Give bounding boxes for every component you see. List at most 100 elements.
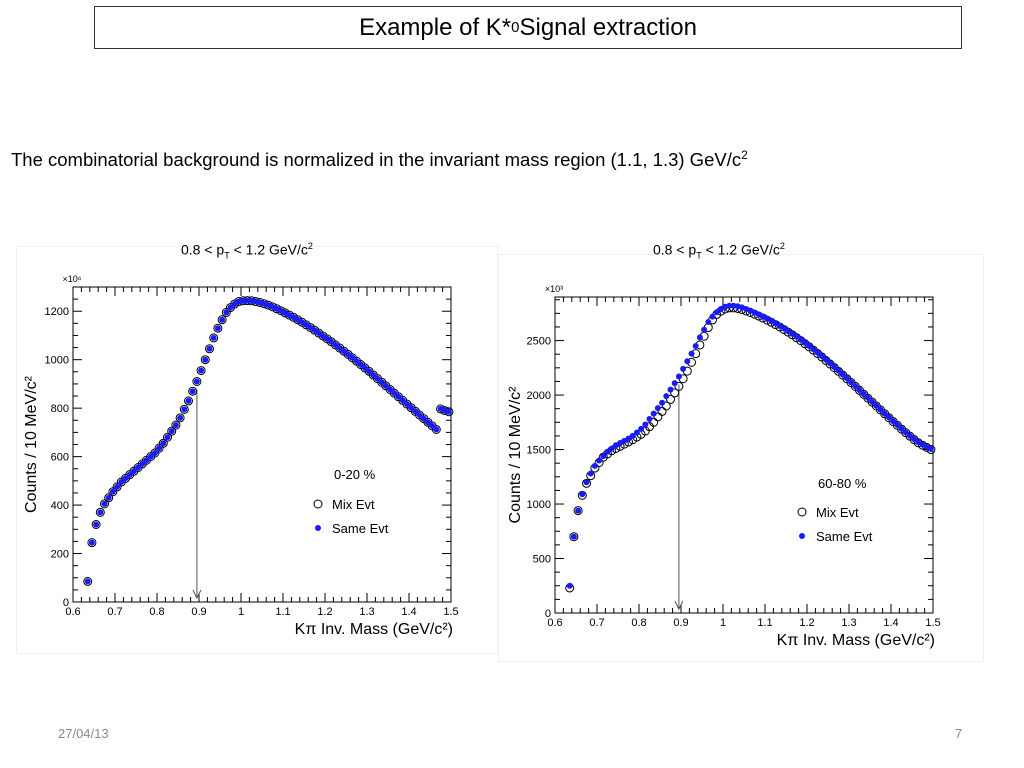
y-axis-label: Counts / 10 MeV/c² <box>23 375 40 513</box>
same-evt-point <box>680 365 687 372</box>
marker-arrowhead <box>674 600 684 611</box>
same-evt-point <box>587 470 594 477</box>
same-evt-point <box>583 479 590 486</box>
legend-mix-marker <box>313 499 323 509</box>
mix-evt-point <box>674 381 684 391</box>
caption-sup: 2 <box>741 148 748 162</box>
legend-same-label: Same Evt <box>332 521 389 536</box>
same-evt-point <box>608 445 615 452</box>
same-evt-point <box>927 446 934 453</box>
same-evt-point <box>412 408 419 415</box>
same-evt-point <box>696 334 703 341</box>
mix-evt-point <box>573 506 583 516</box>
same-evt-point <box>856 387 863 394</box>
slide-title-sup: 0 <box>511 19 520 36</box>
same-evt-point <box>374 375 381 382</box>
same-evt-point <box>638 425 645 432</box>
right-title-sup: 2 <box>779 241 785 251</box>
same-evt-point <box>387 386 394 393</box>
x-tick-label: 0.9 <box>191 606 206 618</box>
same-evt-point <box>416 411 423 418</box>
mix-evt-point <box>188 386 198 396</box>
same-evt-point <box>408 404 415 411</box>
same-evt-point <box>382 382 389 389</box>
same-evt-point <box>671 380 678 387</box>
same-evt-point <box>906 432 913 439</box>
same-evt-point <box>340 348 347 355</box>
same-evt-point <box>789 330 796 337</box>
same-evt-point <box>151 449 158 456</box>
mix-evt-point <box>200 355 210 365</box>
same-evt-point <box>399 397 406 404</box>
same-evt-point <box>814 349 821 356</box>
legend-same-marker <box>799 533 805 539</box>
right-title-pre: 0.8 < p <box>653 241 697 258</box>
mix-evt-point <box>91 519 101 529</box>
y-tick-label: 1000 <box>527 499 551 511</box>
same-evt-point <box>210 334 217 341</box>
x-tick-label: 1.5 <box>925 617 940 629</box>
y-tick-label: 600 <box>51 452 69 464</box>
same-evt-point <box>328 338 335 345</box>
slide-title: Example of K* 0 Signal extraction <box>94 6 962 49</box>
left-chart: 0.6 0.7 0.8 0.9 1 1.1 1.2 1.3 1.4 1.5 0 200 400 600 80… <box>23 274 459 638</box>
x-tick-label: 1.5 <box>443 606 458 618</box>
same-evt-point <box>646 416 653 423</box>
same-evt-point <box>801 339 808 346</box>
same-evt-point <box>185 397 192 404</box>
left-title-sup: 2 <box>307 241 313 251</box>
same-evt-point <box>684 358 691 365</box>
y-multiplier: ×10³ <box>545 284 563 294</box>
y-tick-label: 800 <box>51 403 69 415</box>
same-evt-point <box>701 326 708 333</box>
x-tick-label: 1.2 <box>317 606 332 618</box>
same-evt-point <box>575 507 582 514</box>
slide-caption: The combinatorial background is normaliz… <box>11 148 748 171</box>
same-evt-point <box>570 533 577 540</box>
same-evt-point <box>688 350 695 357</box>
same-evt-point <box>675 373 682 380</box>
same-evt-point <box>164 434 171 441</box>
same-evt-point <box>885 414 892 421</box>
same-evt-point <box>198 367 205 374</box>
same-evt-point <box>395 393 402 400</box>
legend-mix-label: Mix Evt <box>332 497 375 512</box>
legend-centrality: 0-20 % <box>334 467 376 482</box>
plot-frame <box>72 286 452 603</box>
y-tick-label: 2500 <box>527 336 551 348</box>
mix-evt-point <box>87 538 97 548</box>
same-evt-point <box>172 422 179 429</box>
same-evt-point <box>650 410 657 417</box>
x-tick-label: 0.7 <box>589 617 604 629</box>
same-evt-point <box>332 341 339 348</box>
same-evt-point <box>357 361 364 368</box>
same-evt-point <box>88 539 95 546</box>
same-evt-point <box>659 399 666 406</box>
same-evt-point <box>429 422 436 429</box>
same-evt-point <box>843 375 850 382</box>
mix-evt-point <box>158 438 168 448</box>
mix-evt-point <box>167 426 177 436</box>
same-evt-point <box>189 388 196 395</box>
same-evt-point <box>109 488 116 495</box>
same-evt-point <box>705 319 712 326</box>
mix-evt-point <box>670 388 680 398</box>
x-tick-label: 0.8 <box>149 606 164 618</box>
same-evt-point <box>793 333 800 340</box>
same-evt-point <box>827 360 834 367</box>
same-evt-point <box>818 353 825 360</box>
x-tick-label: 1 <box>238 606 244 618</box>
same-evt-point <box>445 408 452 415</box>
x-tick-label: 1 <box>720 617 726 629</box>
same-evt-point <box>147 453 154 460</box>
same-evt-point <box>848 379 855 386</box>
legend-same-marker <box>315 525 321 531</box>
same-evt-point <box>202 356 209 363</box>
same-evt-point <box>126 471 133 478</box>
mix-evt-point <box>163 432 172 442</box>
mix-evt-point <box>666 394 675 404</box>
same-evt-point <box>654 405 661 412</box>
same-evt-point <box>361 364 368 371</box>
same-evt-point <box>97 509 104 516</box>
same-evt-point <box>604 448 611 455</box>
